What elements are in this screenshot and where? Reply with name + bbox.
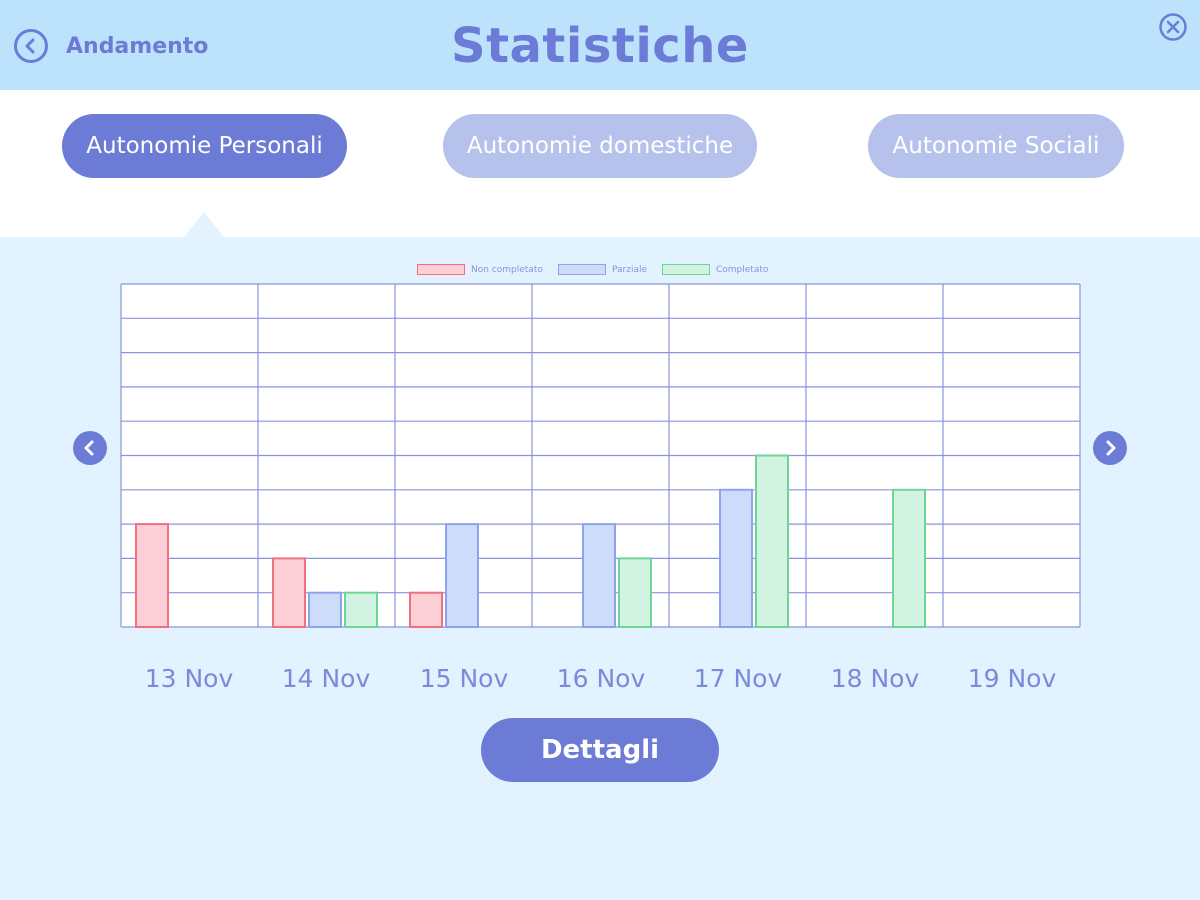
back-button[interactable]: Andamento [14, 26, 208, 66]
chevron-right-icon [1106, 440, 1116, 456]
bar-completato [344, 591, 378, 629]
close-icon [1159, 13, 1187, 41]
legend-label-completato: Completato [716, 264, 769, 275]
next-week-button[interactable] [1093, 431, 1127, 465]
details-button[interactable]: Dettagli [481, 718, 719, 782]
bar-completato [892, 488, 926, 628]
legend-item-non-completato: Non completato [417, 264, 543, 275]
active-tab-pointer [184, 212, 224, 237]
legend-item-parziale: Parziale [558, 264, 647, 275]
page-title: Statistiche [451, 18, 749, 74]
x-tick-label: 13 Nov [144, 664, 234, 693]
bar-non-completato [272, 557, 306, 629]
bar-parziale [719, 488, 753, 628]
bar-completato [755, 454, 789, 628]
prev-week-button[interactable] [73, 431, 107, 465]
x-tick-label: 18 Nov [830, 664, 920, 693]
tab-autonomie-domestiche[interactable]: Autonomie domestiche [443, 114, 757, 178]
back-label: Andamento [66, 33, 209, 59]
close-button[interactable] [1158, 12, 1188, 42]
x-tick-label: 16 Nov [556, 664, 646, 693]
legend-label-non-completato: Non completato [471, 264, 543, 275]
tab-autonomie-sociali[interactable]: Autonomie Sociali [868, 114, 1124, 178]
x-tick-label: 14 Nov [281, 664, 371, 693]
x-tick-label: 15 Nov [419, 664, 509, 693]
x-tick-label: 17 Nov [693, 664, 783, 693]
legend-swatch-non-completato [417, 264, 465, 275]
bar-parziale [445, 523, 479, 628]
chevron-left-icon [14, 29, 48, 63]
bar-parziale [308, 591, 342, 629]
tab-autonomie-personali[interactable]: Autonomie Personali [62, 114, 347, 178]
bar-non-completato [135, 523, 169, 628]
x-axis-labels: 13 Nov 14 Nov 15 Nov 16 Nov 17 Nov 18 No… [0, 664, 1200, 696]
bar-parziale [582, 523, 616, 628]
x-tick-label: 19 Nov [967, 664, 1057, 693]
legend-swatch-completato [662, 264, 710, 275]
legend-label-parziale: Parziale [612, 264, 648, 275]
chart-legend: Non completato Parziale Completato [0, 264, 1200, 278]
legend-swatch-parziale [558, 264, 606, 275]
header-bar: Andamento Statistiche [0, 0, 1200, 90]
legend-item-completato: Completato [662, 264, 768, 275]
bar-completato [618, 557, 652, 629]
bar-non-completato [409, 591, 443, 629]
chevron-left-icon [84, 440, 94, 456]
